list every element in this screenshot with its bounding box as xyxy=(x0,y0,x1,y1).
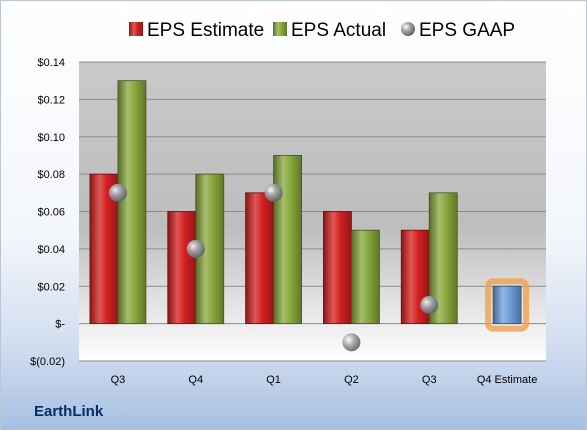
y-tick-label: $0.04 xyxy=(37,244,65,256)
bar xyxy=(167,211,197,325)
bar xyxy=(117,80,147,325)
gaap-point xyxy=(420,295,439,314)
y-tick-label: $(0.02) xyxy=(30,356,65,368)
x-tick-label: Q2 xyxy=(344,374,359,386)
legend-marker-square xyxy=(273,22,287,36)
legend-label: EPS GAAP xyxy=(419,20,515,41)
x-tick-label: Q1 xyxy=(266,374,281,386)
bar xyxy=(245,192,274,325)
y-tick-label: $0.08 xyxy=(37,169,65,181)
gaap-point xyxy=(342,333,361,352)
bar xyxy=(323,211,352,325)
company-name: EarthLink xyxy=(34,403,104,420)
legend-label: EPS Estimate xyxy=(147,20,264,41)
legend-marker-square xyxy=(129,22,143,36)
bar xyxy=(351,229,380,325)
gaap-point xyxy=(186,239,205,258)
legend-marker-circle xyxy=(401,22,415,36)
y-tick-label: $0.10 xyxy=(37,132,65,144)
y-tick-label: $0.02 xyxy=(37,281,65,293)
y-tick-label: $0.06 xyxy=(37,207,65,219)
bar xyxy=(273,155,302,325)
x-tick-label: Q3 xyxy=(422,374,437,386)
x-tick-label: Q4 Estimate xyxy=(477,374,538,386)
y-tick-label: $- xyxy=(55,319,65,331)
y-tick-label: $0.12 xyxy=(37,94,65,106)
gaap-point xyxy=(264,183,283,202)
gaap-point xyxy=(108,183,127,202)
y-tick-label: $0.14 xyxy=(37,57,65,69)
x-tick-label: Q3 xyxy=(111,374,126,386)
bar xyxy=(492,285,522,325)
estimate-highlight xyxy=(485,278,530,332)
legend-label: EPS Actual xyxy=(291,20,386,41)
x-tick-label: Q4 xyxy=(188,374,203,386)
